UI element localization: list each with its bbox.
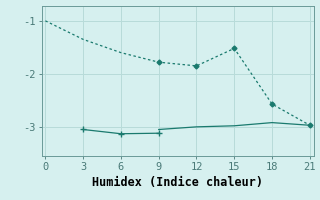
X-axis label: Humidex (Indice chaleur): Humidex (Indice chaleur)	[92, 176, 263, 189]
